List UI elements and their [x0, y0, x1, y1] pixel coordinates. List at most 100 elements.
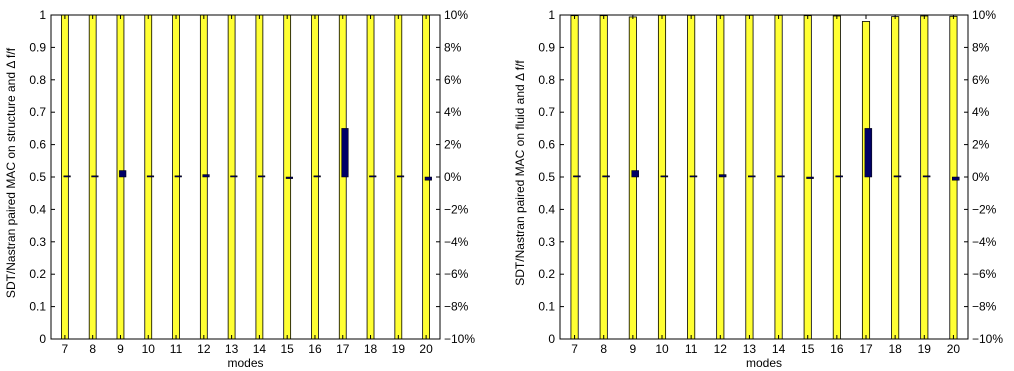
y-tick-label: 0.9: [29, 40, 46, 54]
y2-tick-label: −8%: [444, 300, 469, 314]
y-axis-label: SDT/Nastran paired MAC on fluid and Δ f/…: [513, 60, 527, 286]
delta-f-bar: [230, 175, 238, 178]
y-tick-label: 0.4: [538, 202, 555, 216]
x-tick-label: 13: [743, 342, 757, 356]
y2-tick-label: 10%: [972, 8, 996, 22]
delta-f-bar: [369, 175, 377, 178]
fluid-mac-chart: 0 0.1 0.2 0.3 0.4 0.5 0.6 0.7 0.8 0.9 1 −10% −8% −6% −…: [513, 8, 1003, 370]
y-tick-label: 0.1: [538, 300, 555, 314]
x-tick-label: 20: [947, 342, 961, 356]
delta-f-bar: [313, 175, 321, 178]
mac-bar: [891, 16, 900, 340]
y-tick-label: 0.2: [29, 267, 46, 281]
x-tick-label: 12: [714, 342, 728, 356]
y-tick-label: 0.7: [538, 105, 555, 119]
x-axis-label: modes: [746, 356, 782, 370]
y-tick-label: 0.8: [29, 73, 46, 87]
y2-tick-label: −6%: [444, 267, 469, 281]
delta-f-bar: [396, 175, 405, 178]
y-tick-label: 0.3: [538, 235, 555, 249]
delta-f-bar: [424, 176, 432, 181]
x-tick-label: 19: [918, 342, 932, 356]
y2-tick-label: 8%: [444, 40, 462, 54]
x-tick-label: 20: [419, 342, 433, 356]
delta-f-bar: [952, 176, 960, 181]
x-tick-label: 15: [801, 342, 815, 356]
y-tick-label: 0.5: [29, 170, 46, 184]
y-tick-label: 0.6: [29, 138, 46, 152]
y-tick-label: 0.9: [538, 40, 555, 54]
y2-tick-label: −8%: [972, 300, 997, 314]
y-tick-label: 0.4: [29, 202, 46, 216]
y2-tick-label: 0%: [444, 170, 462, 184]
x-tick-label: 8: [89, 342, 96, 356]
x-tick-label: 8: [600, 342, 607, 356]
y2-tick-label: −2%: [444, 202, 469, 216]
x-tick-label: 14: [253, 342, 267, 356]
y-tick-label: 1: [39, 8, 46, 22]
x-tick-label: 15: [280, 342, 294, 356]
x-tick-label: 18: [888, 342, 902, 356]
y-axis-label: SDT/Nastran paired MAC on structure and …: [4, 47, 18, 298]
y-tick-label: 0: [548, 332, 555, 346]
y2-tick-label: 4%: [972, 105, 990, 119]
delta-f-bar: [864, 128, 873, 178]
delta-f-bar: [660, 175, 669, 178]
x-tick-label: 13: [225, 342, 239, 356]
delta-f-bar: [602, 175, 610, 178]
structure-mac-chart: 0 0.1 0.2 0.3 0.4 0.5 0.6 0.7 0.8 0.9 1 −10% −8% −6% −…: [4, 8, 475, 370]
mac-bar: [570, 15, 579, 340]
delta-f-bar: [835, 175, 843, 178]
x-tick-label: 16: [830, 342, 844, 356]
mac-bar: [628, 16, 637, 340]
x-tick-label: 10: [142, 342, 156, 356]
x-tick-label: 10: [655, 342, 669, 356]
y-tick-label: 0.8: [538, 73, 555, 87]
x-tick-label: 11: [170, 342, 183, 356]
y-tick-label: 1: [548, 8, 555, 22]
y2-tick-label: 2%: [972, 138, 990, 152]
y2-tick-label: −2%: [972, 202, 997, 216]
x-tick-label: 17: [336, 342, 350, 356]
x-tick-label: 7: [571, 342, 578, 356]
delta-f-bar: [174, 175, 182, 178]
x-tick-label: 7: [62, 342, 69, 356]
y2-tick-label: 6%: [444, 73, 462, 87]
y2-tick-label: −6%: [972, 267, 997, 281]
delta-f-bar: [573, 175, 581, 178]
x-tick-label: 11: [685, 342, 698, 356]
delta-f-bar: [893, 175, 902, 178]
mac-bar: [861, 21, 871, 340]
plot-frame: [50, 14, 441, 340]
y2-tick-label: −10%: [444, 332, 475, 346]
delta-f-bar: [63, 175, 71, 178]
x-tick-label: 17: [859, 342, 873, 356]
mac-bar: [599, 15, 608, 340]
delta-f-bar: [146, 175, 155, 178]
y2-tick-label: 4%: [444, 105, 462, 119]
y2-tick-label: 0%: [972, 170, 990, 184]
y2-tick-label: −4%: [444, 235, 469, 249]
x-axis-label: modes: [227, 356, 263, 370]
y2-tick-label: 8%: [972, 40, 990, 54]
delta-f-bar: [922, 175, 931, 178]
y2-tick-label: −4%: [972, 235, 997, 249]
x-tick-label: 14: [772, 342, 786, 356]
delta-f-bar: [119, 170, 127, 178]
delta-f-bar: [285, 176, 293, 179]
y-tick-label: 0.5: [538, 170, 555, 184]
y-tick-label: 0.1: [29, 300, 46, 314]
y2-tick-label: 6%: [972, 73, 990, 87]
plot-frame: [559, 14, 969, 340]
x-tick-label: 19: [392, 342, 406, 356]
x-tick-label: 12: [197, 342, 211, 356]
y-tick-label: 0.7: [29, 105, 46, 119]
delta-f-bar: [91, 175, 99, 178]
delta-f-bar: [806, 176, 814, 179]
delta-f-bar: [777, 175, 785, 178]
delta-f-bar: [631, 170, 639, 178]
delta-f-bar: [748, 175, 756, 178]
y2-tick-label: −10%: [972, 332, 1003, 346]
delta-f-bar: [718, 174, 727, 178]
